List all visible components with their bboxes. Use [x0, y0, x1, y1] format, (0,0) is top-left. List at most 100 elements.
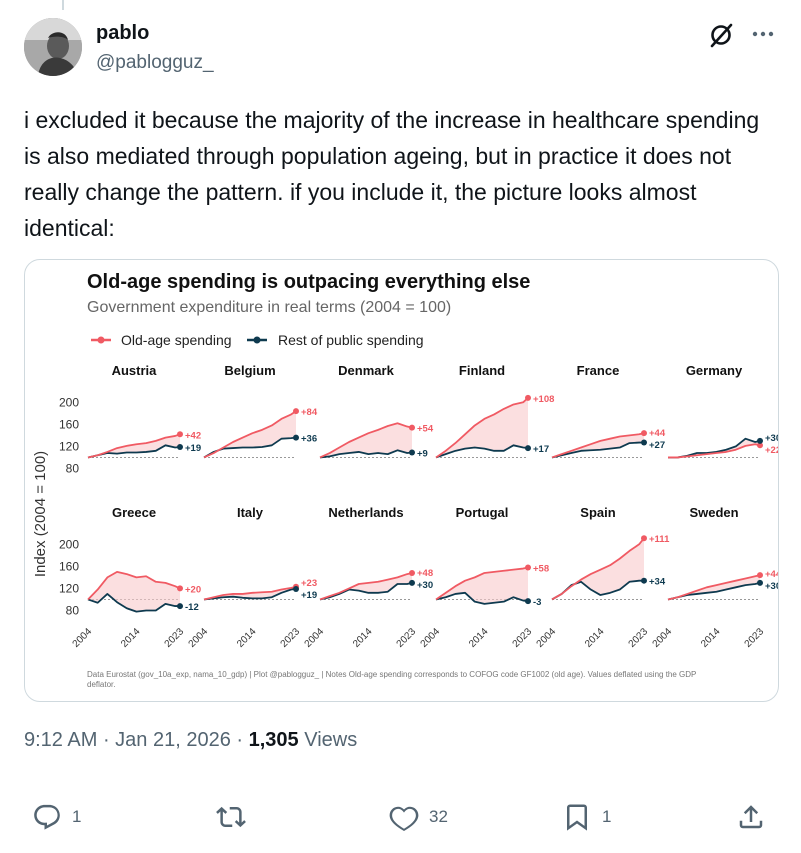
x-tick-label: 2023: [163, 626, 187, 650]
series-rest-line: [435, 444, 529, 459]
bookmark-button[interactable]: 1: [562, 800, 611, 834]
panel-belgium: Belgium +84 +36: [203, 363, 318, 459]
reply-button[interactable]: 1: [32, 800, 81, 834]
gap-area: [436, 567, 528, 604]
legend-rest: Rest of public spending: [278, 332, 424, 348]
rest-value-label: -3: [533, 597, 541, 608]
x-tick-label: 2004: [651, 626, 675, 650]
panel-title: Austria: [112, 363, 158, 378]
series-old-age-line: [319, 572, 413, 601]
x-tick-label: 2023: [627, 626, 651, 650]
panel-title: Portugal: [456, 505, 509, 520]
series-old-age-line: [435, 397, 529, 459]
timestamp[interactable]: 9:12 AM · Jan 21, 2026 · 1,305 Views: [24, 729, 358, 751]
old-age-value-label: +58: [533, 563, 549, 574]
panel-france: France +44+27: [551, 363, 666, 459]
bookmark-count: 1: [602, 807, 612, 826]
old-age-value-label: +42: [185, 430, 201, 441]
chart-subtitle: Government expenditure in real terms (20…: [87, 299, 451, 316]
x-tick-label: 2023: [395, 626, 419, 650]
rest-end-point: [293, 434, 299, 441]
series-old-age-line: [203, 585, 297, 601]
share-button[interactable]: [736, 800, 766, 834]
series-old-age-line: [203, 410, 297, 459]
old-age-end-point: [757, 442, 763, 449]
panel-title: Belgium: [224, 363, 275, 378]
series-old-age-line: [667, 574, 761, 601]
author-name[interactable]: pablo: [96, 22, 150, 44]
x-tick-label: 2023: [743, 626, 767, 650]
x-tick-label: 2023: [511, 626, 535, 650]
y-tick-label: 120: [59, 581, 79, 595]
post-text: i excluded it because the majority of th…: [24, 107, 760, 241]
old-age-value-label: +22: [765, 445, 778, 456]
panel-portugal: Portugal +58 -3 2004 2014 2023: [419, 505, 550, 650]
rest-value-label: +30: [417, 580, 433, 591]
rest-end-point: [177, 443, 183, 450]
old-age-end-point: [409, 569, 415, 576]
rest-end-point: [293, 585, 299, 592]
x-tick-label: 2014: [583, 626, 607, 650]
series-rest-line: [87, 593, 180, 613]
panel-netherlands: Netherlands +48+30 2004 2014 2023: [303, 505, 434, 650]
rest-value-label: +36: [301, 434, 317, 445]
more-icon[interactable]: [750, 24, 776, 44]
panel-title: Sweden: [689, 505, 738, 520]
panel-finland: Finland +108 +17: [435, 363, 554, 459]
old-age-value-label: +23: [301, 578, 317, 589]
x-tick-label: 2004: [303, 626, 327, 650]
avatar[interactable]: [24, 18, 82, 76]
legend: Old-age spending Rest of public spending: [91, 332, 424, 348]
series-old-age-line: [87, 433, 181, 459]
series-rest-line: [435, 591, 529, 605]
chart-note-line2: deflator.: [87, 680, 115, 689]
like-button[interactable]: 32: [389, 800, 448, 834]
rest-value-label: +30: [765, 581, 778, 592]
legend-old-age-marker: [97, 336, 105, 344]
panel-title: France: [577, 363, 620, 378]
author-handle[interactable]: @pablogguz_: [96, 52, 214, 73]
rest-end-point: [409, 579, 415, 586]
series-old-age-line: [87, 570, 181, 601]
rest-value-label: +19: [301, 590, 317, 601]
series-old-age-line: [551, 432, 645, 459]
chart-image[interactable]: Old-age spending is outpacing everything…: [24, 259, 779, 702]
x-tick-label: 2023: [279, 626, 303, 650]
x-tick-label: 2014: [467, 626, 491, 650]
gap-area: [436, 397, 528, 458]
old-age-end-point: [525, 394, 531, 401]
panel-title: Netherlands: [328, 505, 403, 520]
y-tick-label: 120: [59, 439, 79, 453]
series-rest-line: [203, 588, 297, 601]
repost-button[interactable]: [216, 800, 256, 834]
panel-germany: Germany +22+30: [668, 363, 778, 459]
series-old-age-line: [435, 566, 529, 601]
panel-title: Germany: [686, 363, 743, 378]
thread-line: [62, 0, 64, 10]
series-rest-line: [319, 582, 413, 601]
old-age-end-point: [293, 408, 299, 415]
old-age-value-label: +48: [417, 568, 433, 579]
panel-sweden: Sweden +44+30 2004 2014 2023: [651, 505, 778, 650]
grok-icon[interactable]: [708, 22, 734, 48]
like-count: 32: [429, 807, 448, 826]
reply-icon: [34, 804, 60, 830]
post-time: 9:12 AM: [24, 729, 98, 751]
x-tick-label: 2014: [235, 626, 259, 650]
old-age-value-label: +20: [185, 584, 201, 595]
panel-title: Finland: [459, 363, 505, 378]
old-age-value-label: +44: [649, 428, 666, 439]
panel-denmark: Denmark +54 +9: [319, 363, 434, 459]
gap-area: [320, 423, 412, 458]
legend-rest-marker: [253, 336, 261, 344]
avatar-photo: [24, 18, 82, 76]
y-tick-label: 200: [59, 395, 79, 409]
rest-end-point: [757, 579, 763, 586]
old-age-end-point: [177, 431, 183, 438]
chart-note: Data Eurostat (gov_10a_exp, nama_10_gdp)…: [87, 670, 698, 689]
panel-title: Greece: [112, 505, 156, 520]
legend-old-age: Old-age spending: [121, 332, 232, 348]
panel-austria: Austria +42 +19: [87, 363, 201, 459]
rest-value-label: +17: [533, 444, 549, 455]
gap-area: [552, 538, 644, 600]
